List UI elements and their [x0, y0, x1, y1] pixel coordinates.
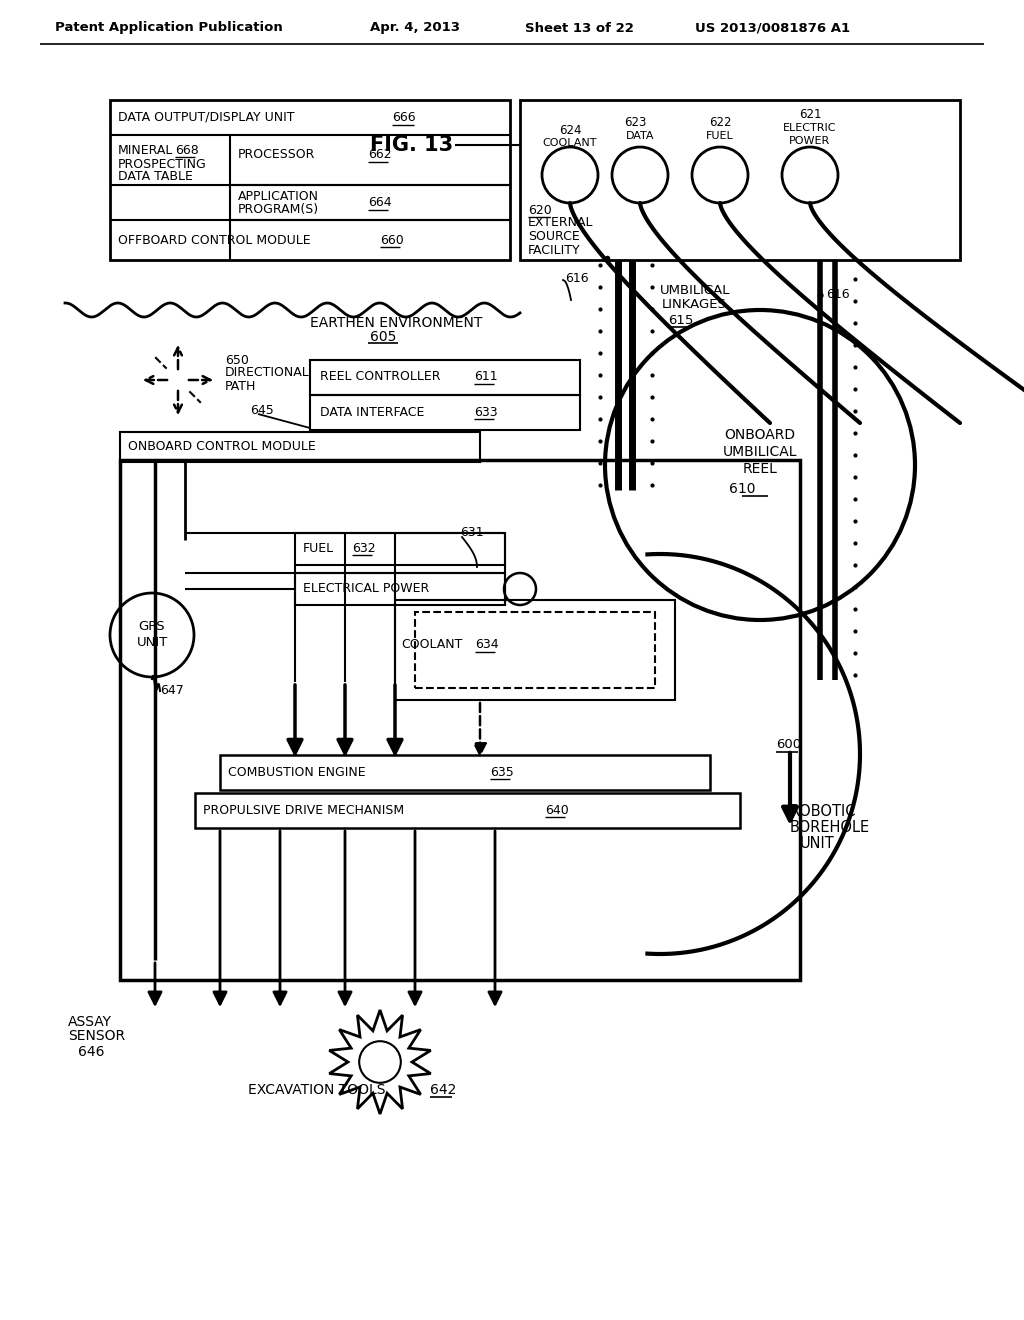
- Text: 668: 668: [175, 144, 199, 157]
- Bar: [310, 395, 580, 430]
- Text: 646: 646: [78, 1045, 104, 1059]
- Text: POWER: POWER: [790, 136, 830, 147]
- Text: 642: 642: [430, 1082, 457, 1097]
- Text: PROCESSOR: PROCESSOR: [238, 149, 315, 161]
- Text: ELECTRICAL POWER: ELECTRICAL POWER: [303, 582, 429, 594]
- Bar: [295, 573, 505, 605]
- Text: LINKAGES: LINKAGES: [662, 298, 727, 312]
- Text: SENSOR: SENSOR: [68, 1030, 125, 1043]
- Text: PROSPECTING: PROSPECTING: [118, 157, 207, 170]
- Text: DATA: DATA: [626, 131, 654, 141]
- Text: 611: 611: [474, 371, 498, 384]
- Text: 631: 631: [460, 525, 483, 539]
- Bar: [120, 459, 800, 979]
- Text: 605: 605: [370, 330, 396, 345]
- Text: 650: 650: [225, 354, 249, 367]
- Text: 640: 640: [545, 804, 568, 817]
- Text: DATA OUTPUT/DISPLAY UNIT: DATA OUTPUT/DISPLAY UNIT: [118, 111, 295, 124]
- Text: 660: 660: [380, 234, 403, 247]
- Text: EXCAVATION TOOLS: EXCAVATION TOOLS: [248, 1082, 385, 1097]
- Text: US 2013/0081876 A1: US 2013/0081876 A1: [695, 21, 850, 34]
- Bar: [295, 533, 505, 565]
- Text: COMBUSTION ENGINE: COMBUSTION ENGINE: [228, 766, 366, 779]
- Text: EARTHEN ENVIRONMENT: EARTHEN ENVIRONMENT: [310, 315, 482, 330]
- Text: 615: 615: [668, 314, 693, 326]
- Text: 620: 620: [528, 203, 552, 216]
- Text: OFFBOARD CONTROL MODULE: OFFBOARD CONTROL MODULE: [118, 234, 310, 247]
- Bar: [395, 601, 675, 700]
- Text: ELECTRIC: ELECTRIC: [783, 123, 837, 133]
- Text: FIG. 13: FIG. 13: [370, 135, 454, 154]
- Text: 610: 610: [729, 482, 756, 496]
- Text: ROBOTIC: ROBOTIC: [790, 804, 856, 820]
- Text: ONBOARD: ONBOARD: [724, 428, 796, 442]
- Text: SOURCE: SOURCE: [528, 231, 580, 243]
- Text: 633: 633: [474, 405, 498, 418]
- Text: 622: 622: [709, 116, 731, 129]
- Text: Sheet 13 of 22: Sheet 13 of 22: [525, 21, 634, 34]
- Text: FUEL: FUEL: [303, 541, 334, 554]
- Text: 616: 616: [826, 289, 850, 301]
- Text: 662: 662: [368, 149, 391, 161]
- Text: 600: 600: [776, 738, 801, 751]
- Text: ONBOARD CONTROL MODULE: ONBOARD CONTROL MODULE: [128, 440, 315, 453]
- Text: REEL CONTROLLER: REEL CONTROLLER: [319, 371, 440, 384]
- Text: FUEL: FUEL: [707, 131, 734, 141]
- Text: 623: 623: [624, 116, 646, 129]
- Text: 647: 647: [160, 684, 183, 697]
- Text: 664: 664: [368, 195, 391, 209]
- Bar: [220, 755, 710, 789]
- Text: COOLANT: COOLANT: [543, 139, 597, 148]
- Text: Apr. 4, 2013: Apr. 4, 2013: [370, 21, 460, 34]
- Text: Patent Application Publication: Patent Application Publication: [55, 21, 283, 34]
- Text: ASSAY: ASSAY: [68, 1015, 112, 1030]
- Text: BOREHOLE: BOREHOLE: [790, 821, 870, 836]
- Text: PATH: PATH: [225, 380, 256, 392]
- Text: UNIT: UNIT: [136, 635, 168, 648]
- Text: 645: 645: [250, 404, 273, 417]
- Bar: [520, 100, 961, 260]
- Text: 635: 635: [490, 766, 514, 779]
- Text: PROGRAM(S): PROGRAM(S): [238, 203, 319, 216]
- Bar: [195, 793, 740, 828]
- Text: 616: 616: [565, 272, 589, 285]
- Text: APPLICATION: APPLICATION: [238, 190, 319, 203]
- Bar: [110, 100, 510, 260]
- Text: COOLANT: COOLANT: [401, 639, 463, 652]
- Text: UMBILICAL: UMBILICAL: [660, 284, 730, 297]
- Text: 621: 621: [799, 108, 821, 121]
- Text: GPS: GPS: [138, 620, 165, 634]
- Text: EXTERNAL: EXTERNAL: [528, 216, 594, 230]
- Bar: [415, 612, 655, 688]
- Text: DATA INTERFACE: DATA INTERFACE: [319, 405, 424, 418]
- Text: MINERAL: MINERAL: [118, 144, 173, 157]
- Text: FACILITY: FACILITY: [528, 244, 581, 257]
- Polygon shape: [330, 1010, 431, 1114]
- Text: DATA TABLE: DATA TABLE: [118, 170, 193, 183]
- Text: DIRECTIONAL: DIRECTIONAL: [225, 367, 309, 380]
- Text: UNIT: UNIT: [800, 837, 835, 851]
- Text: 624: 624: [559, 124, 582, 136]
- Text: 666: 666: [392, 111, 416, 124]
- Text: REEL: REEL: [742, 462, 777, 477]
- Bar: [120, 432, 480, 462]
- Text: UMBILICAL: UMBILICAL: [723, 445, 798, 459]
- Bar: [310, 360, 580, 395]
- Text: PROPULSIVE DRIVE MECHANISM: PROPULSIVE DRIVE MECHANISM: [203, 804, 404, 817]
- Text: 632: 632: [352, 541, 376, 554]
- Text: 634: 634: [475, 639, 499, 652]
